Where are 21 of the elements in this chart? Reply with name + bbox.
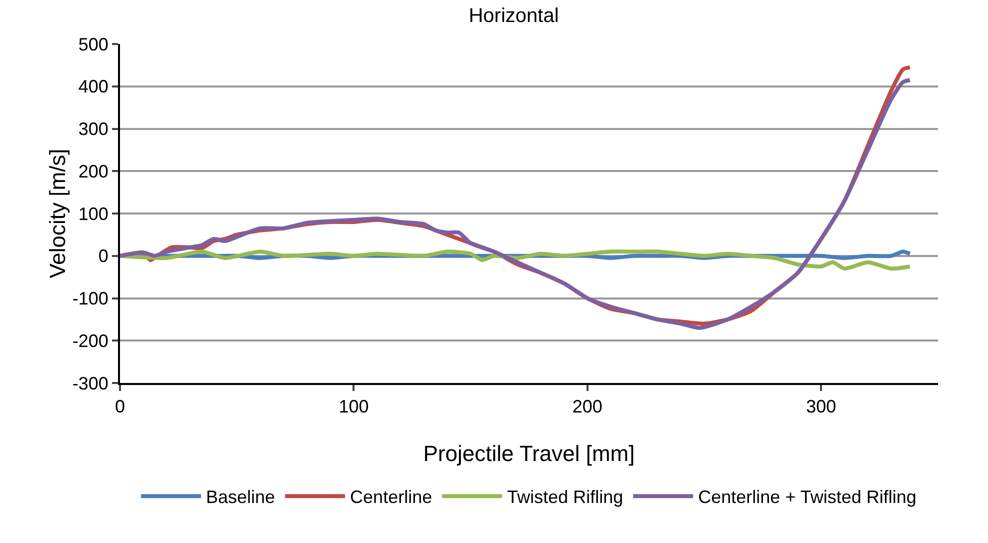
legend-label: Centerline + Twisted Rifling [698,487,916,508]
x-tick-label: 300 [806,396,836,417]
y-tick-label: -200 [72,330,108,351]
x-tick-label: 0 [114,396,126,417]
x-tick-label: 100 [338,396,369,417]
y-tick-label: 0 [98,246,108,266]
x-axis-title: Projectile Travel [mm] [423,441,635,466]
y-tick-label: -100 [72,288,108,309]
x-tick-label: 200 [572,396,602,417]
line-series [120,250,912,271]
y-tick-label: 100 [78,204,108,224]
y-tick-label: 200 [78,161,108,182]
y-tick-label: -300 [72,373,108,394]
legend-label: Baseline [206,487,276,508]
chart-title: Horizontal [468,5,559,28]
y-tick-label: 500 [78,34,108,54]
y-axis-title: Velocity [m/s] [45,148,70,278]
y-tick-label: 400 [78,76,108,97]
legend-label: Twisted Rifling [507,487,624,508]
legend-label: Centerline [350,487,432,508]
y-tick-label: 300 [78,119,108,140]
